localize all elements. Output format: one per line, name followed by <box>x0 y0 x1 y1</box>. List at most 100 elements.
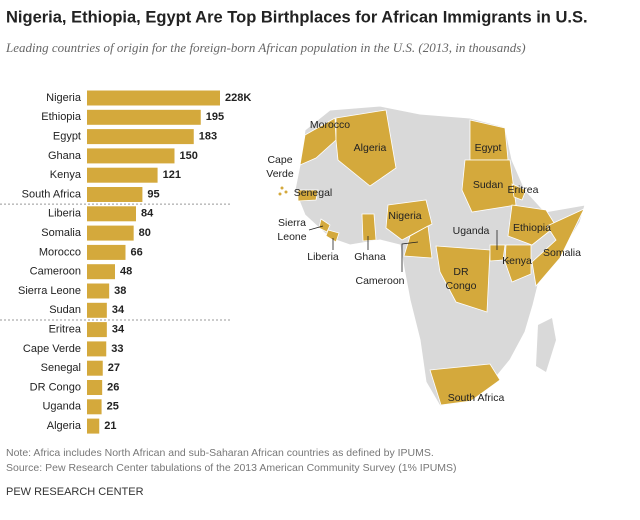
bar <box>87 90 220 106</box>
map-label: Egypt <box>475 142 502 154</box>
bar <box>87 283 110 299</box>
bar <box>87 225 134 241</box>
map-label: Cameroon <box>355 275 404 287</box>
category-label: Sierra Leone <box>18 285 81 297</box>
liberia <box>325 229 340 243</box>
bar <box>87 380 103 395</box>
category-label: Uganda <box>42 401 81 413</box>
algeria <box>335 109 397 187</box>
bar <box>87 244 126 260</box>
senegal <box>297 189 319 202</box>
map-label: Ghana <box>354 251 386 263</box>
map-label: Eritrea <box>508 184 539 196</box>
category-label: Liberia <box>48 208 82 220</box>
value-label: 195 <box>206 111 224 123</box>
cape-verde <box>284 190 288 194</box>
bar <box>87 148 175 164</box>
bar <box>87 264 115 280</box>
eritrea <box>511 183 527 201</box>
map-label: Somalia <box>543 247 581 259</box>
map-label: Kenya <box>502 255 532 267</box>
bar <box>87 399 102 415</box>
cape-verde <box>280 186 284 190</box>
map-label: Verde <box>266 168 294 180</box>
madagascar <box>536 318 556 372</box>
bar <box>87 167 158 183</box>
category-label: South Africa <box>22 188 82 200</box>
value-label: 228K <box>225 92 251 104</box>
category-label: Eritrea <box>49 324 82 336</box>
map-label: Sierra <box>278 217 306 229</box>
value-label: 183 <box>199 131 217 143</box>
bar <box>87 341 107 357</box>
value-label: 38 <box>114 285 126 297</box>
category-label: Egypt <box>53 131 81 143</box>
source: Source: Pew Research Center tabulations … <box>6 462 457 474</box>
category-label: Cameroon <box>30 266 81 278</box>
ghana <box>361 213 377 242</box>
map-label: DR <box>453 266 469 278</box>
value-label: 34 <box>112 304 125 316</box>
value-label: 80 <box>139 227 151 239</box>
map-label: Cape <box>267 154 292 166</box>
map-label: Morocco <box>310 119 350 131</box>
value-label: 21 <box>104 420 116 432</box>
map-label: South Africa <box>448 392 505 404</box>
map <box>278 105 586 407</box>
category-label: Ethiopia <box>41 111 82 123</box>
category-label: Kenya <box>50 169 82 181</box>
bar <box>87 129 194 145</box>
note: Note: Africa includes North African and … <box>6 447 434 459</box>
uganda <box>489 244 506 262</box>
map-label: Senegal <box>294 187 333 199</box>
chart-subtitle: Leading countries of origin for the fore… <box>5 40 526 55</box>
value-label: 27 <box>108 362 120 374</box>
credit: PEW RESEARCH CENTER <box>6 486 144 498</box>
value-label: 25 <box>107 401 119 413</box>
south-africa <box>429 363 501 406</box>
category-label: Morocco <box>39 246 81 258</box>
value-label: 66 <box>131 246 143 258</box>
category-label: Algeria <box>47 420 82 432</box>
value-label: 26 <box>107 381 119 393</box>
map-label: Sudan <box>473 179 504 191</box>
category-label: DR Congo <box>30 381 81 393</box>
bar <box>87 360 103 376</box>
value-label: 34 <box>112 324 125 336</box>
chart-title: Nigeria, Ethiopia, Egypt Are Top Birthpl… <box>6 8 588 26</box>
value-label: 95 <box>147 188 159 200</box>
map-label: Leone <box>277 231 306 243</box>
category-label: Cape Verde <box>23 343 81 355</box>
map-label: Liberia <box>307 251 339 263</box>
category-label: Senegal <box>41 362 81 374</box>
morocco <box>299 117 337 166</box>
cape-verde <box>278 192 282 196</box>
map-label: Algeria <box>354 142 387 154</box>
bar <box>87 187 143 202</box>
sudan <box>461 159 517 213</box>
somalia <box>531 208 585 287</box>
value-label: 150 <box>180 150 198 162</box>
dr-congo <box>435 245 491 313</box>
map-label: Ethiopia <box>513 222 551 234</box>
bar <box>87 302 107 318</box>
bar <box>87 109 201 125</box>
value-label: 33 <box>111 343 123 355</box>
category-label: Ghana <box>48 150 82 162</box>
kenya <box>504 244 532 283</box>
value-label: 84 <box>141 208 154 220</box>
category-label: Sudan <box>49 304 81 316</box>
map-label: Nigeria <box>388 210 421 222</box>
bar <box>87 206 136 222</box>
map-label: Congo <box>446 280 477 292</box>
leader-lines <box>308 225 509 272</box>
bar <box>87 418 100 434</box>
bar <box>87 322 107 338</box>
map-label: Uganda <box>453 225 490 237</box>
category-label: Nigeria <box>46 92 82 104</box>
value-label: 121 <box>163 169 181 181</box>
category-label: Somalia <box>41 227 82 239</box>
ethiopia <box>507 204 557 246</box>
value-label: 48 <box>120 266 132 278</box>
